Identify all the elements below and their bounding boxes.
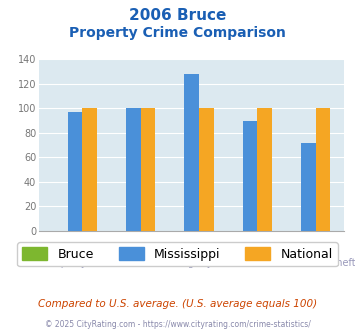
Legend: Bruce, Mississippi, National: Bruce, Mississippi, National bbox=[17, 242, 338, 266]
Text: Larceny & Theft: Larceny & Theft bbox=[211, 245, 289, 255]
Text: All Property Crime: All Property Crime bbox=[31, 258, 119, 269]
Bar bbox=[126, 109, 141, 231]
Text: Arson: Arson bbox=[119, 245, 147, 255]
Bar bbox=[141, 109, 155, 231]
Bar bbox=[184, 74, 199, 231]
Bar bbox=[257, 109, 272, 231]
Text: Compared to U.S. average. (U.S. average equals 100): Compared to U.S. average. (U.S. average … bbox=[38, 299, 317, 309]
Bar bbox=[67, 112, 82, 231]
Text: © 2025 CityRating.com - https://www.cityrating.com/crime-statistics/: © 2025 CityRating.com - https://www.city… bbox=[45, 320, 310, 329]
Text: Burglary: Burglary bbox=[171, 258, 212, 269]
Bar bbox=[243, 121, 257, 231]
Bar bbox=[316, 109, 331, 231]
Text: Motor Vehicle Theft: Motor Vehicle Theft bbox=[261, 258, 355, 269]
Bar bbox=[199, 109, 214, 231]
Text: Property Crime Comparison: Property Crime Comparison bbox=[69, 26, 286, 40]
Bar bbox=[82, 109, 97, 231]
Text: 2006 Bruce: 2006 Bruce bbox=[129, 8, 226, 23]
Bar bbox=[301, 143, 316, 231]
